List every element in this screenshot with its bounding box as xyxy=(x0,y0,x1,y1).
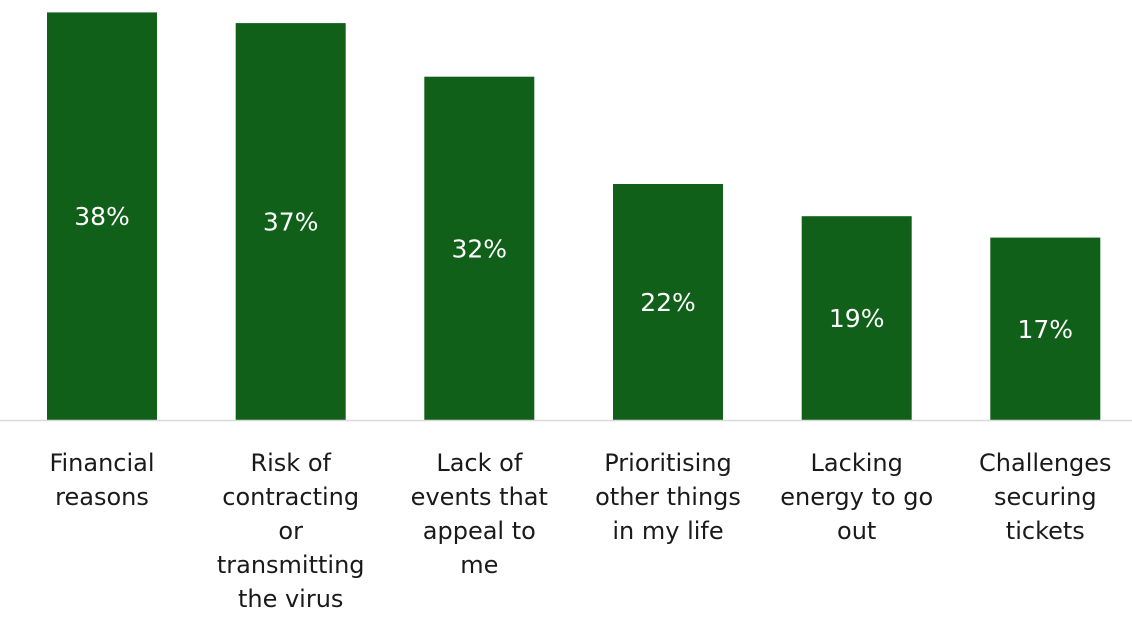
category-labels-group: Financial reasons Risk of contracting or tran… xyxy=(49,449,1111,613)
category-label-line: me xyxy=(460,551,498,579)
category-label-line: in my life xyxy=(612,517,723,545)
category-label-line: energy to go xyxy=(780,483,933,511)
category-label-line: Risk of xyxy=(250,449,331,477)
category-label-line: Lacking xyxy=(811,449,903,477)
value-labels-group: 38% 37% 32% 22% 19% 17% xyxy=(74,202,1073,344)
category-label-line: events that xyxy=(411,483,548,511)
bar xyxy=(47,12,157,421)
bar-value-label: 32% xyxy=(452,234,508,263)
bars-group xyxy=(47,12,1101,421)
category-label: Prioritising other things in my life xyxy=(595,449,741,545)
bar-value-label: 22% xyxy=(640,288,696,317)
bar xyxy=(613,184,723,420)
category-label-line: transmitting xyxy=(217,551,365,579)
category-label-line: other things xyxy=(595,483,741,511)
bar-value-label: 37% xyxy=(263,208,319,237)
category-label-line: Prioritising xyxy=(604,449,732,477)
bar xyxy=(801,216,912,420)
category-label: Lacking energy to go out xyxy=(780,449,933,545)
category-label-line: or xyxy=(278,517,303,545)
bar xyxy=(990,237,1101,420)
category-label-line: appeal to xyxy=(423,517,536,545)
bar xyxy=(424,76,535,420)
category-label: Lack of events that appeal to me xyxy=(411,449,548,579)
category-label-line: reasons xyxy=(55,483,149,511)
category-label: Risk of contracting or transmitting the viru… xyxy=(217,449,365,613)
category-label-line: tickets xyxy=(1006,517,1085,545)
category-label: Challenges securing tickets xyxy=(979,449,1112,545)
category-label-line: the virus xyxy=(238,585,343,613)
category-label-line: securing xyxy=(994,483,1097,511)
bar-value-label: 38% xyxy=(74,202,130,231)
category-label-line: out xyxy=(837,517,876,545)
category-label-line: Financial xyxy=(49,449,154,477)
bar-value-label: 17% xyxy=(1018,315,1074,344)
bar-value-label: 19% xyxy=(829,304,885,333)
category-label: Financial reasons xyxy=(49,449,154,511)
bar xyxy=(235,23,346,420)
category-label-line: contracting xyxy=(222,483,359,511)
category-label-line: Challenges xyxy=(979,449,1112,477)
category-label-line: Lack of xyxy=(436,449,522,477)
